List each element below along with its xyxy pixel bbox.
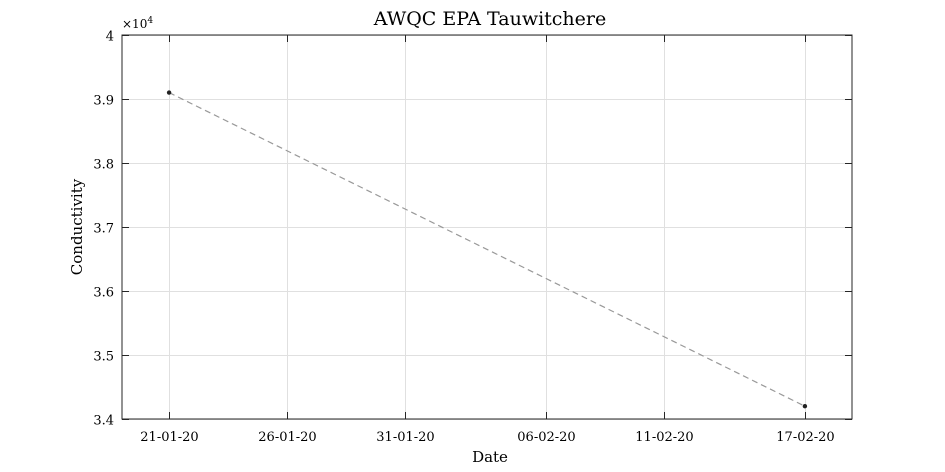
x-tick-label: 21-01-20 — [140, 430, 198, 445]
x-tick-label: 11-02-20 — [635, 430, 693, 445]
y-tick-label: 3.8 — [93, 158, 114, 173]
y-axis-exponent: ×104 — [122, 16, 153, 31]
data-point — [802, 404, 808, 409]
chart-title: AWQC EPA Tauwitchere — [373, 8, 607, 30]
x-tick-label: 26-01-20 — [258, 430, 316, 445]
x-tick-label: 17-02-20 — [776, 430, 834, 445]
y-tick-label: 3.9 — [93, 94, 114, 109]
y-tick-label: 3.7 — [93, 222, 114, 237]
y-axis-exponent-power: 4 — [147, 16, 153, 26]
y-tick-label: 3.4 — [93, 414, 114, 429]
data-point — [166, 90, 172, 95]
x-tick-label: 06-02-20 — [517, 430, 575, 445]
series-line — [168, 92, 806, 407]
y-tick-label: 3.6 — [93, 286, 114, 301]
y-tick-label: 4 — [106, 30, 114, 45]
y-axis-exponent-base: ×10 — [122, 17, 147, 31]
y-tick-label: 3.5 — [93, 350, 114, 365]
axis-ticks: 21-01-20 26-01-20 31-01-20 06-02-20 11-02-20… — [93, 30, 852, 445]
series — [166, 90, 808, 409]
y-axis-label: Conductivity — [68, 178, 86, 275]
x-axis-label: Date — [472, 448, 508, 466]
x-tick-label: 31-01-20 — [376, 430, 434, 445]
